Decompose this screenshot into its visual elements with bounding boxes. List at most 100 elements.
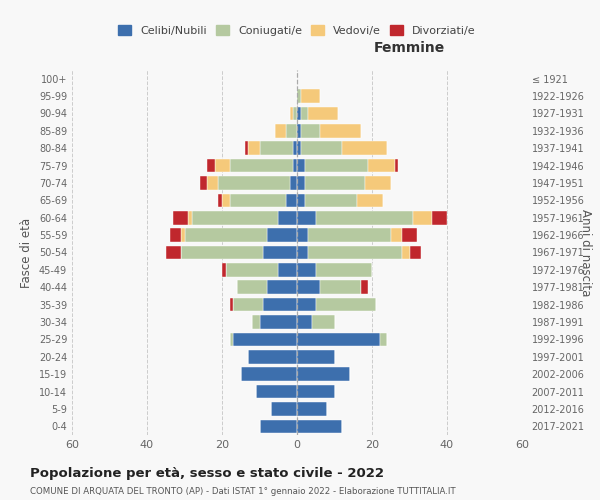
- Bar: [380, 332, 387, 346]
- Bar: [297, 124, 301, 138]
- Legend: Celibi/Nubili, Coniugati/e, Vedovi/e, Divorziati/e: Celibi/Nubili, Coniugati/e, Vedovi/e, Di…: [114, 21, 480, 40]
- Bar: [252, 315, 260, 329]
- Bar: [181, 246, 263, 260]
- Bar: [233, 298, 263, 312]
- Bar: [215, 159, 229, 172]
- Text: Femmine: Femmine: [374, 42, 445, 56]
- Bar: [297, 263, 316, 276]
- Bar: [166, 246, 181, 260]
- Bar: [432, 211, 447, 224]
- Bar: [297, 106, 301, 120]
- Y-axis label: Anni di nascita: Anni di nascita: [578, 209, 592, 296]
- Bar: [218, 194, 222, 207]
- Bar: [241, 368, 297, 381]
- Bar: [293, 106, 297, 120]
- Bar: [248, 350, 297, 364]
- Bar: [260, 142, 293, 155]
- Bar: [229, 332, 233, 346]
- Bar: [308, 228, 391, 242]
- Bar: [267, 228, 297, 242]
- Bar: [297, 350, 335, 364]
- Bar: [218, 176, 290, 190]
- Bar: [188, 211, 192, 224]
- Y-axis label: Fasce di età: Fasce di età: [20, 218, 33, 288]
- Bar: [290, 176, 297, 190]
- Bar: [207, 159, 215, 172]
- Bar: [413, 211, 432, 224]
- Bar: [395, 159, 398, 172]
- Bar: [293, 142, 297, 155]
- Bar: [260, 420, 297, 433]
- Bar: [267, 280, 297, 294]
- Bar: [297, 194, 305, 207]
- Bar: [316, 298, 376, 312]
- Bar: [222, 263, 226, 276]
- Text: COMUNE DI ARQUATA DEL TRONTO (AP) - Dati ISTAT 1° gennaio 2022 - Elaborazione TU: COMUNE DI ARQUATA DEL TRONTO (AP) - Dati…: [30, 488, 455, 496]
- Bar: [278, 211, 297, 224]
- Bar: [297, 142, 301, 155]
- Bar: [222, 194, 229, 207]
- Bar: [297, 420, 342, 433]
- Bar: [365, 176, 391, 190]
- Bar: [173, 211, 188, 224]
- Bar: [357, 194, 383, 207]
- Bar: [278, 263, 297, 276]
- Bar: [226, 263, 278, 276]
- Bar: [297, 90, 301, 103]
- Bar: [293, 159, 297, 172]
- Bar: [170, 228, 181, 242]
- Bar: [286, 124, 297, 138]
- Bar: [245, 142, 248, 155]
- Bar: [308, 246, 402, 260]
- Bar: [229, 298, 233, 312]
- Bar: [402, 246, 409, 260]
- Bar: [181, 228, 185, 242]
- Bar: [305, 176, 365, 190]
- Bar: [207, 176, 218, 190]
- Bar: [229, 159, 293, 172]
- Text: Popolazione per età, sesso e stato civile - 2022: Popolazione per età, sesso e stato civil…: [30, 468, 384, 480]
- Bar: [301, 106, 308, 120]
- Bar: [263, 298, 297, 312]
- Bar: [361, 280, 368, 294]
- Bar: [286, 194, 297, 207]
- Bar: [368, 159, 395, 172]
- Bar: [342, 142, 387, 155]
- Bar: [316, 211, 413, 224]
- Bar: [301, 124, 320, 138]
- Bar: [260, 315, 297, 329]
- Bar: [308, 106, 338, 120]
- Bar: [301, 142, 342, 155]
- Bar: [305, 194, 357, 207]
- Bar: [297, 298, 316, 312]
- Bar: [297, 402, 327, 415]
- Bar: [275, 124, 286, 138]
- Bar: [297, 332, 380, 346]
- Bar: [237, 280, 267, 294]
- Bar: [320, 124, 361, 138]
- Bar: [297, 211, 316, 224]
- Bar: [402, 228, 417, 242]
- Bar: [316, 263, 372, 276]
- Bar: [229, 194, 286, 207]
- Bar: [301, 90, 320, 103]
- Bar: [320, 280, 361, 294]
- Bar: [297, 246, 308, 260]
- Bar: [297, 159, 305, 172]
- Bar: [297, 385, 335, 398]
- Bar: [297, 228, 308, 242]
- Bar: [233, 332, 297, 346]
- Bar: [312, 315, 335, 329]
- Bar: [199, 176, 207, 190]
- Bar: [297, 176, 305, 190]
- Bar: [248, 142, 260, 155]
- Bar: [297, 280, 320, 294]
- Bar: [391, 228, 402, 242]
- Bar: [192, 211, 278, 224]
- Bar: [185, 228, 267, 242]
- Bar: [297, 368, 349, 381]
- Bar: [297, 315, 312, 329]
- Bar: [409, 246, 421, 260]
- Bar: [305, 159, 368, 172]
- Bar: [290, 106, 293, 120]
